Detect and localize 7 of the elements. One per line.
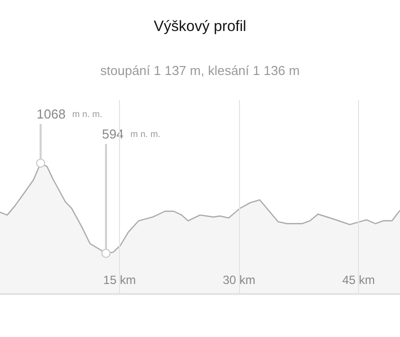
chart-subtitle: stoupání 1 137 m, klesání 1 136 m <box>100 63 300 78</box>
data-label: 1068 m n. m. <box>36 106 102 122</box>
x-tick-label: 30 km <box>222 273 256 287</box>
x-tick-label: 45 km <box>342 273 375 287</box>
x-tick-label: 15 km <box>103 273 136 287</box>
chart-title: Výškový profil <box>154 18 246 35</box>
data-label: 594 m n. m. <box>102 126 160 142</box>
